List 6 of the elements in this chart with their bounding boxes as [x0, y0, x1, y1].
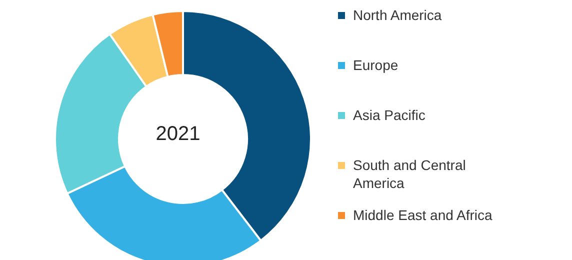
legend-label: Asia Pacific — [353, 106, 426, 124]
legend-label: Europe — [353, 56, 400, 74]
text: 2021 — [156, 123, 200, 145]
legend-label: South and Central America — [353, 156, 467, 192]
legend-label: North America — [353, 6, 443, 24]
legend-label: Middle East and Africa — [353, 206, 494, 224]
